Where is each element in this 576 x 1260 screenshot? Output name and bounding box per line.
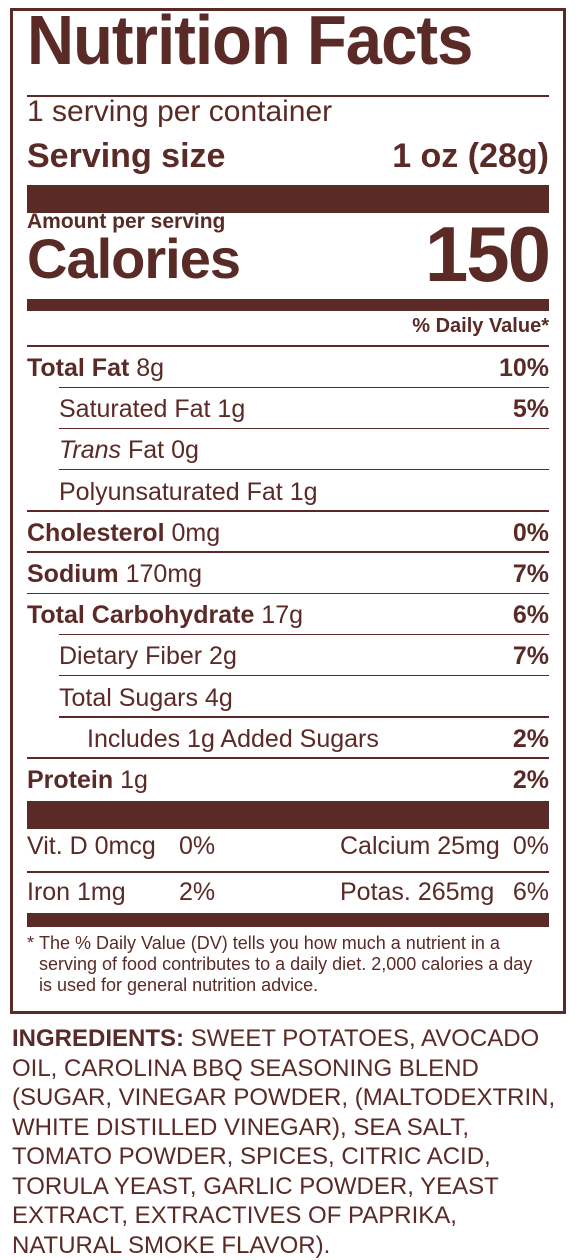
nutrient-name: Total Fat 8g xyxy=(27,356,164,381)
nutrient-bold-label: Total Carbohydrate xyxy=(27,601,255,630)
nutrient-row: Total Carbohydrate 17g 6% xyxy=(27,594,549,636)
row-divider xyxy=(27,510,549,512)
nutrient-row: Dietary Fiber 2g 7% xyxy=(27,635,549,677)
nutrient-amount: 17g xyxy=(254,601,304,630)
thick-divider-bottom xyxy=(27,801,549,829)
nutrient-amount: 1g xyxy=(113,766,148,794)
nutrient-italic-label: Trans xyxy=(59,436,122,465)
nutrient-daily-value: 5% xyxy=(512,395,549,424)
ingredients-label: INGREDIENTS: xyxy=(12,1025,185,1052)
row-divider xyxy=(27,592,549,594)
nutrient-name: Sodium 170mg xyxy=(27,562,202,587)
nutrient-name: Dietary Fiber 2g xyxy=(59,644,237,669)
nutrient-daily-value: 2% xyxy=(512,724,549,753)
daily-value-header: % Daily Value* xyxy=(412,315,549,337)
ingredients-text: SWEET POTATOES, AVOCADO OIL, CAROLINA BB… xyxy=(12,1025,556,1259)
nutrient-bold-label: Total Fat xyxy=(27,354,130,382)
nutrient-row: Saturated Fat 1g 5% xyxy=(27,388,549,430)
nutrient-amount: 170mg xyxy=(118,560,203,588)
nutrient-daily-value: 0% xyxy=(512,518,549,547)
nutrient-name: Protein 1g xyxy=(27,768,148,793)
potassium-name: Potas. 265mg xyxy=(340,878,495,906)
vitamin-d-name: Vit. D 0mcg xyxy=(27,832,156,860)
ingredients-statement: INGREDIENTS: SWEET POTATOES, AVOCADO OIL… xyxy=(12,1024,568,1260)
row-divider xyxy=(27,551,549,553)
row-divider xyxy=(59,468,549,471)
dv-divider xyxy=(27,345,549,347)
nutrient-row: Cholesterol 0mg 0% xyxy=(27,512,549,553)
nutrient-daily-value: 6% xyxy=(512,601,549,630)
serving-size-label: Serving size xyxy=(27,137,226,175)
vitamin-divider xyxy=(27,871,549,873)
nutrient-amount: Includes 1g Added Sugars xyxy=(87,724,379,753)
nutrient-daily-value: 7% xyxy=(512,642,549,671)
amount-per-serving: Amount per serving xyxy=(27,210,226,233)
nutrient-amount: Polyunsaturated Fat 1g xyxy=(59,477,318,506)
nutrient-daily-value: 7% xyxy=(512,560,549,588)
title-divider xyxy=(27,95,549,97)
row-divider xyxy=(59,716,549,718)
nutrient-bold-label: Sodium xyxy=(27,560,119,588)
nutrient-name: Includes 1g Added Sugars xyxy=(87,724,379,753)
nutrient-amount: Total Sugars 4g xyxy=(59,683,233,712)
footnote-divider xyxy=(27,913,549,927)
nutrient-row: Includes 1g Added Sugars 2% xyxy=(27,718,549,759)
row-divider xyxy=(59,427,549,430)
row-divider xyxy=(59,386,549,388)
panel-title: Nutrition Facts xyxy=(27,1,473,79)
vitamin-d-pct: 0% xyxy=(179,832,216,860)
nutrient-row: Trans Fat 0g xyxy=(27,429,549,471)
nutrient-amount: 0mg xyxy=(164,518,221,547)
iron-name: Iron 1mg xyxy=(27,878,126,906)
calcium-name: Calcium 25mg xyxy=(340,832,500,860)
nutrient-name: Total Carbohydrate 17g xyxy=(27,603,303,628)
serving-size-value: 1 oz (28g) xyxy=(392,137,549,175)
nutrient-bold-label: Protein xyxy=(27,766,114,794)
nutrient-amount: Saturated Fat 1g xyxy=(59,395,246,424)
nutrient-amount: Dietary Fiber 2g xyxy=(59,642,237,671)
nutrient-name: Total Sugars 4g xyxy=(59,683,233,712)
nutrient-row: Total Fat 8g 10% xyxy=(27,347,549,388)
nutrient-daily-value: 2% xyxy=(512,766,549,794)
row-divider xyxy=(27,757,549,759)
calories-label: Calories xyxy=(27,227,241,290)
row-divider xyxy=(59,674,549,677)
nutrient-daily-value: 10% xyxy=(498,354,549,382)
nutrient-name: Trans Fat 0g xyxy=(59,438,199,463)
servings-per-container: 1 serving per container xyxy=(27,95,333,128)
footnote-star: * xyxy=(27,933,35,953)
nutrient-row: Total Sugars 4g xyxy=(27,677,549,718)
calories-value: 150 xyxy=(424,210,551,298)
nutrient-name: Cholesterol 0mg xyxy=(27,518,221,547)
footnote: * The % Daily Value (DV) tells you how m… xyxy=(27,933,549,996)
nutrient-amount: Fat 0g xyxy=(121,436,199,465)
nutrient-bold-label: Cholesterol xyxy=(27,518,165,547)
thick-divider-top xyxy=(27,185,549,213)
calories-divider xyxy=(27,299,549,311)
nutrient-row: Sodium 170mg 7% xyxy=(27,553,549,594)
nutrient-row: Protein 1g 2% xyxy=(27,759,549,800)
row-divider xyxy=(59,633,549,636)
iron-pct: 2% xyxy=(179,878,216,906)
nutrition-facts-panel: Nutrition Facts 1 serving per container … xyxy=(10,1,566,1014)
footnote-text: The % Daily Value (DV) tells you how muc… xyxy=(39,933,533,995)
nutrient-row: Polyunsaturated Fat 1g xyxy=(27,471,549,512)
nutrient-amount: 8g xyxy=(129,354,165,382)
potassium-pct: 6% xyxy=(512,878,549,906)
nutrient-name: Polyunsaturated Fat 1g xyxy=(59,477,318,506)
calcium-pct: 0% xyxy=(512,832,549,860)
nutrient-name: Saturated Fat 1g xyxy=(59,397,245,422)
